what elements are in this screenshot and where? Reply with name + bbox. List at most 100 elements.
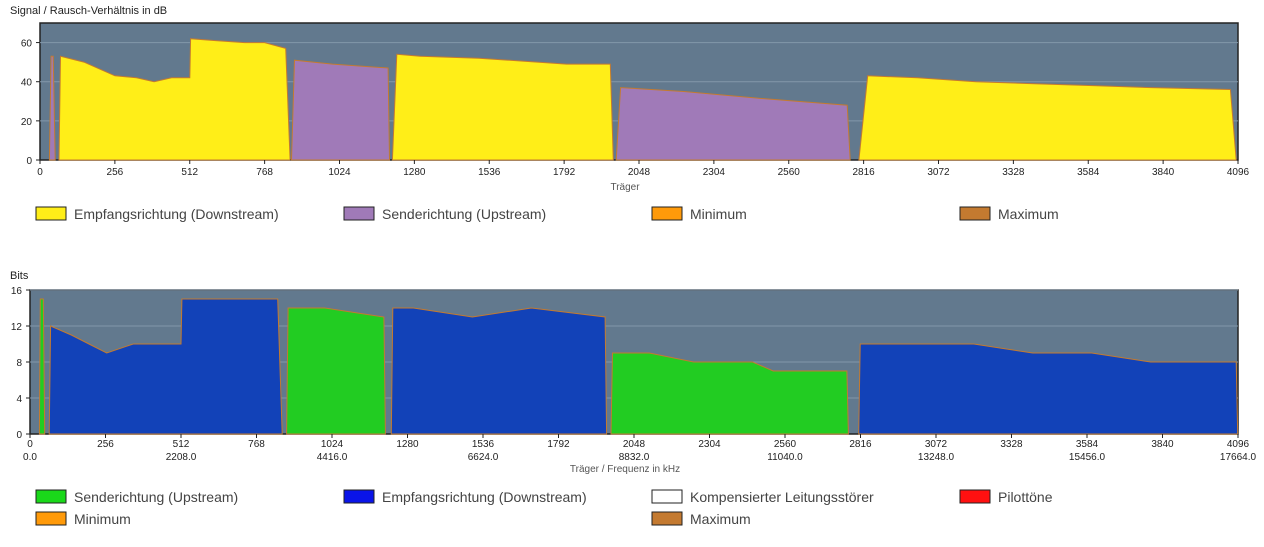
frequency-tick-label: 11040.0	[767, 452, 803, 463]
legend-label: Kompensierter Leitungsstörer	[690, 489, 874, 505]
y-tick-label: 4	[16, 394, 22, 405]
snr-series	[48, 38, 1237, 161]
legend-swatch	[343, 489, 375, 504]
x-tick-label: 0	[37, 167, 43, 178]
bits-legend: Senderichtung (Upstream) Empfangsrichtung…	[35, 489, 1053, 527]
x-tick-label: 4096	[1227, 439, 1250, 450]
x-tick-label: 1536	[478, 167, 501, 178]
frequency-tick-label: 8832.0	[619, 452, 650, 463]
x-tick-label: 0	[27, 439, 33, 450]
x-tick-label: 3584	[1077, 167, 1100, 178]
area-empfangsrichtung-downstream	[858, 75, 1237, 161]
y-tick-label: 0	[16, 430, 22, 441]
snr-x-axis-label: Träger	[610, 182, 640, 193]
legend-item-maximum: Maximum	[959, 206, 1059, 222]
snr-y-ticks: 0 20 40 60	[21, 39, 40, 167]
legend-swatch	[959, 489, 991, 504]
x-tick-label: 768	[248, 439, 265, 450]
x-tick-label: 256	[97, 439, 114, 450]
y-tick-label: 16	[11, 286, 23, 297]
x-tick-label: 1536	[472, 439, 495, 450]
frequency-tick-label: 6624.0	[468, 452, 499, 463]
area-empfangsrichtung-downstream	[858, 343, 1239, 435]
legend-label: Maximum	[690, 511, 751, 527]
frequency-tick-label: 15456.0	[1069, 452, 1106, 463]
x-tick-label: 3328	[1002, 167, 1025, 178]
y-tick-label: 60	[21, 39, 33, 50]
legend-item-senderichtung-upstream: Senderichtung (Upstream)	[35, 489, 238, 505]
x-tick-label: 2816	[849, 439, 872, 450]
legend-item-empfangsrichtung-downstream: Empfangsrichtung (Downstream)	[343, 489, 587, 505]
x-tick-label: 1024	[321, 439, 344, 450]
y-tick-label: 20	[21, 117, 33, 128]
x-tick-label: 3584	[1076, 439, 1099, 450]
bits-x-axis-label: Träger / Frequenz in kHz	[570, 464, 680, 475]
x-tick-label: 1792	[553, 167, 576, 178]
legend-swatch	[651, 489, 683, 504]
legend-label: Minimum	[74, 511, 131, 527]
x-tick-label: 2304	[698, 439, 721, 450]
area-empfangsrichtung-downstream	[390, 307, 608, 435]
snr-legend: Empfangsrichtung (Downstream) Senderichtu…	[35, 206, 1059, 222]
bits-series	[38, 298, 1239, 435]
x-tick-label: 256	[107, 167, 124, 178]
frequency-tick-label: 13248.0	[918, 452, 955, 463]
legend-label: Empfangsrichtung (Downstream)	[382, 489, 587, 505]
x-tick-label: 2048	[623, 439, 646, 450]
legend-item-maximum: Maximum	[651, 511, 751, 527]
legend-item-senderichtung-upstream: Senderichtung (Upstream)	[343, 206, 546, 222]
y-tick-label: 12	[11, 322, 23, 333]
bits-chart: Bits 0 4 8 12 16 0 256 512 768 1024 1280 1536 1792 2…	[10, 270, 1257, 527]
area-senderichtung-upstream	[610, 352, 849, 435]
legend-label: Minimum	[690, 206, 747, 222]
x-tick-label: 1792	[547, 439, 570, 450]
snr-chart: Signal / Rausch-Verhältnis in dB 0 20 40 60…	[10, 5, 1250, 222]
x-tick-label: 2304	[703, 167, 726, 178]
x-tick-label: 2048	[628, 167, 651, 178]
x-tick-label: 3072	[927, 167, 950, 178]
area-empfangsrichtung-downstream	[58, 38, 291, 161]
frequency-tick-label: 0.0	[23, 452, 37, 463]
x-tick-label: 3840	[1152, 167, 1175, 178]
y-tick-label: 8	[16, 358, 22, 369]
legend-item-kompensierter-leitungsst-rer: Kompensierter Leitungsstörer	[651, 489, 874, 505]
legend-label: Senderichtung (Upstream)	[382, 206, 546, 222]
legend-label: Pilottöne	[998, 489, 1053, 505]
x-tick-label: 2560	[774, 439, 797, 450]
area-senderichtung-upstream	[286, 307, 386, 435]
bits-frequency-ticks: 0.0 2208.0 4416.0 6624.0 8832.0 11040.0 13248.…	[23, 452, 1256, 463]
x-tick-label: 768	[256, 167, 273, 178]
legend-item-minimum: Minimum	[651, 206, 747, 222]
area-senderichtung-upstream	[290, 59, 391, 161]
bits-x-ticks: 0 256 512 768 1024 1280 1536 1792 2048 2304 2560 28…	[27, 434, 1250, 450]
area-senderichtung-upstream	[48, 55, 56, 161]
legend-swatch	[343, 206, 375, 221]
x-tick-label: 1280	[396, 439, 419, 450]
frequency-tick-label: 2208.0	[166, 452, 197, 463]
bits-y-ticks: 0 4 8 12 16	[11, 286, 30, 441]
x-tick-label: 1024	[328, 167, 351, 178]
x-tick-label: 1280	[403, 167, 426, 178]
legend-swatch	[651, 206, 683, 221]
legend-label: Maximum	[998, 206, 1059, 222]
legend-label: Empfangsrichtung (Downstream)	[74, 206, 279, 222]
legend-item-pilott-ne: Pilottöne	[959, 489, 1053, 505]
x-tick-label: 3328	[1000, 439, 1023, 450]
bits-y-axis-label: Bits	[10, 270, 29, 282]
snr-y-axis-label: Signal / Rausch-Verhältnis in dB	[10, 5, 167, 17]
legend-swatch	[35, 489, 67, 504]
frequency-tick-label: 17664.0	[1220, 452, 1257, 463]
y-tick-label: 40	[21, 78, 33, 89]
area-empfangsrichtung-downstream	[48, 298, 283, 435]
x-tick-label: 4096	[1227, 167, 1250, 178]
legend-item-minimum: Minimum	[35, 511, 131, 527]
area-senderichtung-upstream	[38, 298, 46, 435]
x-tick-label: 2816	[853, 167, 876, 178]
area-senderichtung-upstream	[615, 87, 851, 161]
x-tick-label: 3072	[925, 439, 948, 450]
y-tick-label: 0	[26, 156, 32, 167]
legend-swatch	[959, 206, 991, 221]
frequency-tick-label: 4416.0	[317, 452, 348, 463]
legend-swatch	[35, 511, 67, 526]
x-tick-label: 512	[181, 167, 198, 178]
